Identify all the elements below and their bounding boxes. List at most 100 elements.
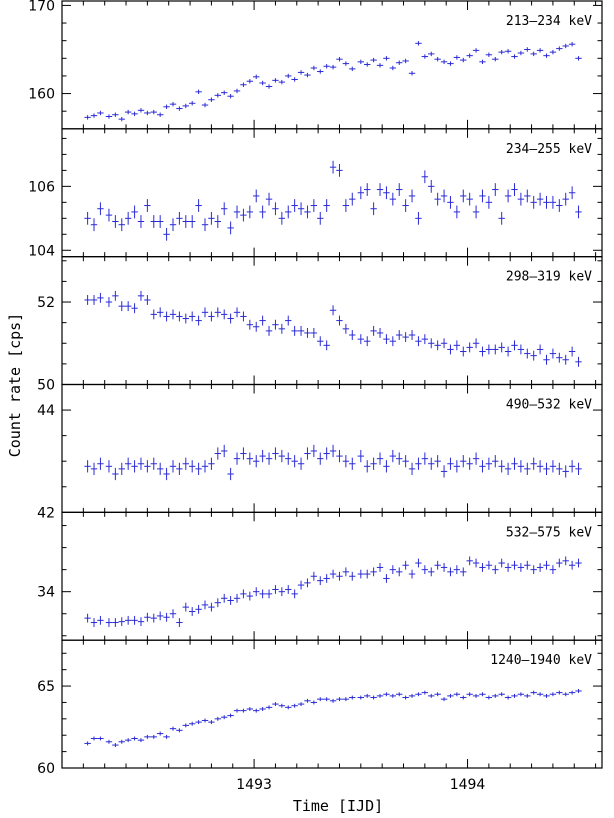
data-point	[278, 587, 286, 597]
data-point	[342, 323, 350, 334]
y-tick-label: 104	[28, 243, 55, 259]
data-point	[291, 703, 298, 708]
data-point	[492, 344, 499, 355]
panel-energy-label: 298–319 keV	[506, 270, 592, 285]
data-point	[453, 340, 461, 351]
data-point	[562, 43, 569, 49]
data-point	[131, 205, 138, 219]
data-point	[233, 593, 241, 603]
data-point	[240, 589, 247, 599]
data-point	[408, 330, 416, 340]
data-point	[112, 290, 119, 301]
data-point	[233, 205, 241, 219]
data-point	[370, 695, 377, 700]
data-point	[556, 352, 563, 363]
data-point	[389, 336, 397, 347]
data-point	[124, 109, 132, 115]
data-point	[370, 57, 377, 63]
data-point	[479, 460, 486, 473]
data-point	[310, 328, 318, 338]
data-point	[349, 66, 356, 72]
data-point	[543, 354, 550, 365]
data-point	[568, 460, 576, 473]
data-point	[317, 211, 324, 225]
data-point	[144, 295, 151, 305]
data-point	[221, 593, 228, 603]
data-point	[396, 692, 403, 697]
data-point	[285, 73, 292, 79]
data-point	[485, 457, 493, 470]
data-point	[415, 692, 422, 697]
data-point	[323, 697, 330, 702]
data-point	[118, 301, 125, 312]
data-point	[511, 340, 518, 351]
data-point	[195, 315, 202, 326]
data-point	[376, 63, 384, 68]
data-point	[329, 305, 337, 316]
panel-5: 34 532–575 keV	[37, 511, 603, 641]
data-point	[447, 195, 454, 209]
x-axis-label: Time [IJD]	[293, 797, 383, 815]
data-point	[124, 738, 132, 743]
data-point	[421, 452, 429, 465]
data-point	[575, 205, 582, 219]
data-point	[253, 321, 260, 332]
data-point	[357, 449, 365, 463]
data-point	[169, 309, 177, 320]
data-point	[460, 189, 467, 203]
data-point	[479, 692, 486, 697]
data-point	[440, 563, 448, 572]
data-point	[536, 48, 544, 53]
data-point	[479, 346, 486, 357]
data-point	[156, 112, 164, 117]
panels: 160 170 213–234 keV 104 106 234–255 keV 50 52 29…	[28, 0, 603, 793]
data-point	[278, 79, 286, 85]
data-point	[182, 602, 189, 612]
data-point	[575, 462, 582, 476]
data-point	[221, 715, 228, 720]
data-point	[543, 560, 550, 570]
data-point	[285, 205, 292, 219]
data-point	[227, 94, 234, 99]
data-point	[323, 199, 330, 212]
data-point	[156, 462, 164, 476]
data-point	[517, 344, 525, 355]
data-point	[265, 589, 273, 599]
data-point	[408, 569, 416, 579]
data-point	[447, 61, 454, 66]
data-point	[259, 205, 266, 219]
data-point	[511, 183, 518, 196]
y-tick-label: 160	[28, 87, 55, 103]
data-point	[466, 192, 473, 206]
data-point	[568, 560, 576, 570]
y-tick-label: 52	[37, 295, 55, 311]
data-point	[370, 567, 377, 577]
data-point	[453, 565, 461, 575]
data-point	[447, 344, 454, 355]
data-point	[285, 452, 292, 465]
data-point	[188, 311, 196, 322]
data-point	[504, 49, 512, 54]
data-point	[575, 356, 582, 367]
data-point	[568, 186, 576, 200]
data-point	[376, 452, 384, 465]
data-point	[447, 457, 454, 470]
data-point	[265, 192, 273, 206]
panel-energy-label: 234–255 keV	[506, 142, 592, 157]
data-point	[428, 693, 435, 698]
data-point	[415, 457, 422, 470]
data-points	[84, 41, 582, 122]
data-point	[182, 313, 189, 324]
data-point	[485, 560, 493, 570]
data-point	[336, 163, 343, 177]
data-point	[517, 192, 525, 206]
data-point	[329, 444, 337, 458]
data-point	[524, 462, 531, 476]
data-point	[297, 702, 305, 707]
data-point	[150, 457, 157, 470]
data-point	[169, 218, 177, 232]
data-point	[408, 71, 416, 76]
data-point	[297, 325, 305, 336]
data-point	[182, 215, 189, 228]
